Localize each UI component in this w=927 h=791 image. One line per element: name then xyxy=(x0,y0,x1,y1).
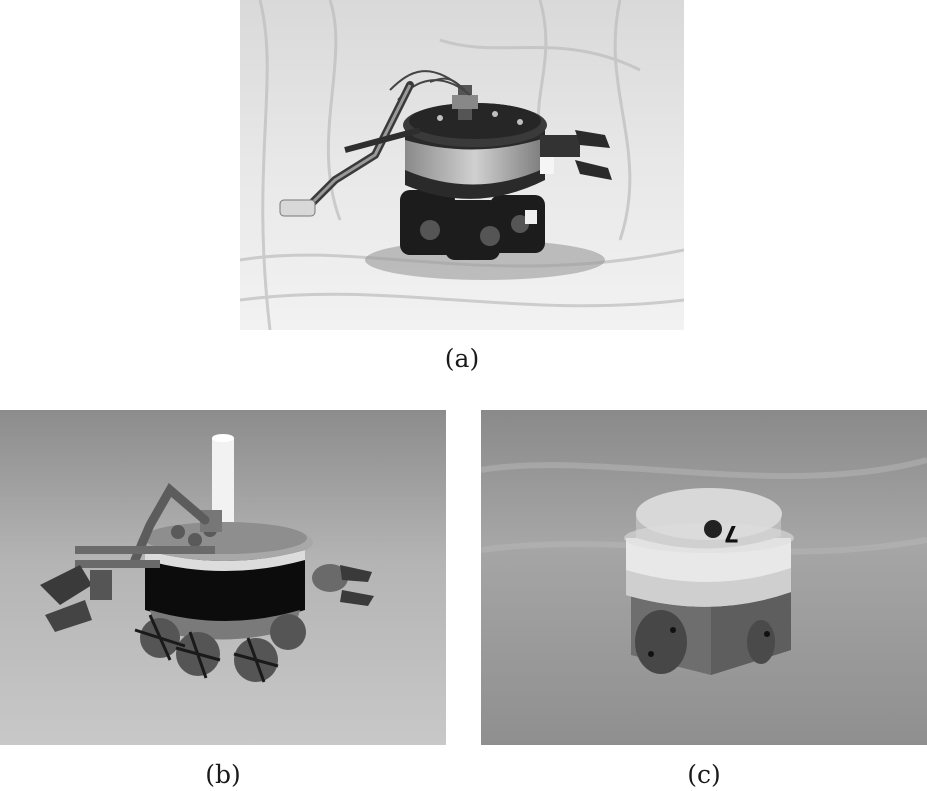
render-full-robot xyxy=(0,410,446,745)
caption-c: (c) xyxy=(664,760,744,790)
robot-id-marker: 7 xyxy=(724,520,739,545)
render-simple-robot: 7 xyxy=(481,410,927,745)
photo-real-robot xyxy=(240,0,684,330)
caption-a: (a) xyxy=(422,344,502,374)
caption-b: (b) xyxy=(183,760,263,790)
real-robot-photo xyxy=(240,0,684,330)
simple-robot-render: 7 xyxy=(481,410,927,745)
full-robot-render xyxy=(0,410,446,745)
